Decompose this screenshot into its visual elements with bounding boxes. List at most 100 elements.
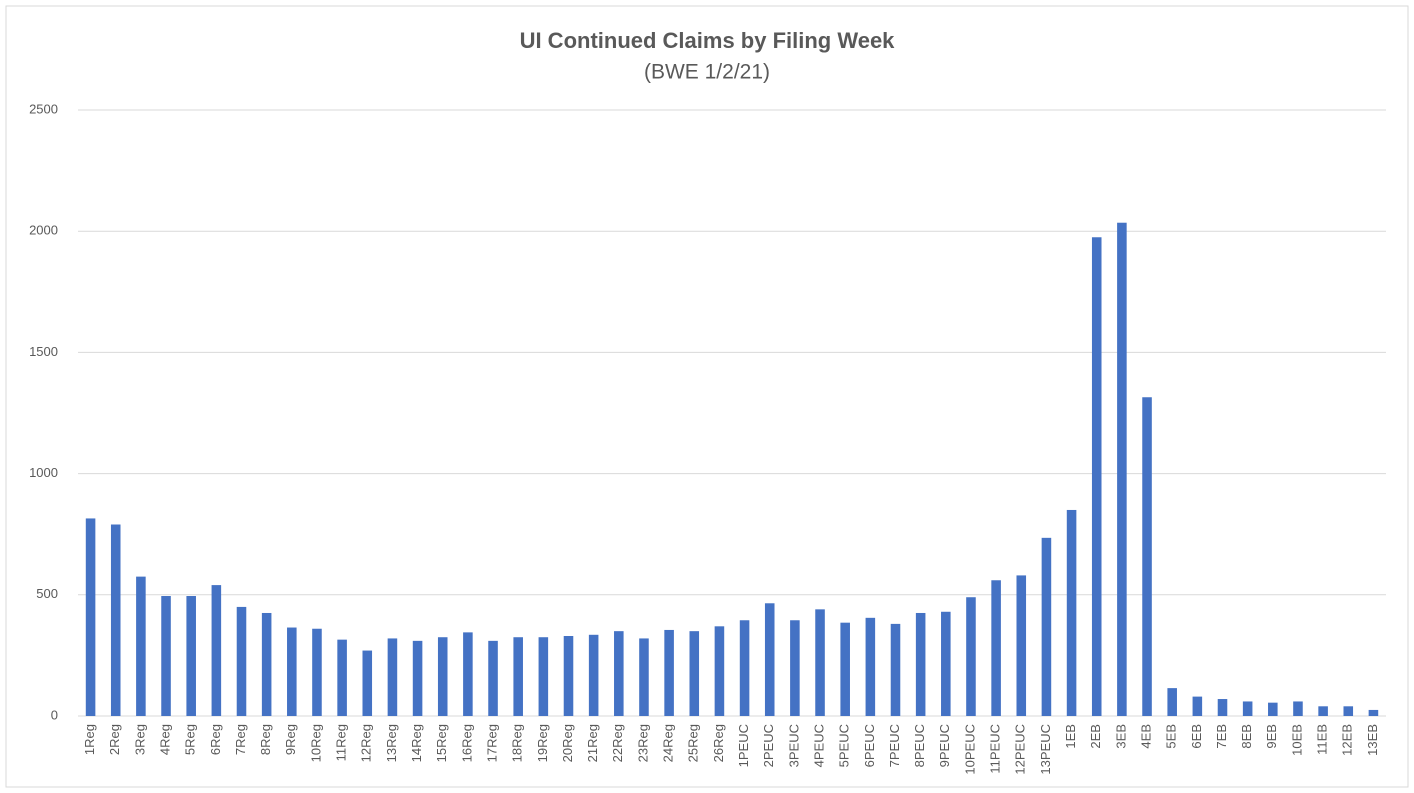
bar	[1217, 699, 1228, 716]
bar	[991, 580, 1001, 716]
x-tick-label: 25Reg	[686, 724, 701, 762]
bar	[1142, 397, 1152, 716]
x-tick-label: 10PEUC	[962, 724, 977, 775]
x-tick-label: 18Reg	[510, 724, 525, 762]
x-tick-label: 12Reg	[359, 724, 374, 762]
bar	[1066, 509, 1077, 716]
x-tick-label: 2PEUC	[761, 724, 776, 767]
bar	[1192, 696, 1203, 716]
bar	[337, 639, 347, 716]
x-tick-label: 9EB	[1264, 724, 1279, 749]
bar	[312, 628, 322, 716]
bar	[815, 609, 825, 716]
x-tick-label: 4PEUC	[811, 724, 826, 767]
x-tick-label: 13PEUC	[1038, 724, 1053, 775]
bar	[85, 518, 96, 716]
bar	[840, 622, 850, 716]
bar	[362, 650, 373, 716]
bar	[966, 597, 976, 716]
x-tick-label: 17Reg	[484, 724, 499, 762]
x-tick-label: 2EB	[1088, 724, 1103, 749]
bar	[890, 623, 901, 716]
bar	[1016, 575, 1027, 716]
x-tick-label: 11PEUC	[988, 724, 1003, 774]
x-tick-label: 11Reg	[334, 724, 349, 761]
x-tick-label: 24Reg	[661, 724, 676, 762]
bar	[563, 636, 574, 716]
x-tick-label: 22Reg	[610, 724, 625, 762]
x-tick-label: 4EB	[1138, 724, 1153, 749]
bar	[211, 585, 222, 716]
x-tick-label: 12EB	[1340, 724, 1355, 756]
bar	[915, 612, 926, 716]
chart-subtitle: (BWE 1/2/21)	[644, 61, 770, 84]
bar	[764, 603, 775, 716]
x-tick-label: 13EB	[1365, 724, 1380, 756]
bar	[1293, 701, 1303, 716]
x-tick-label: 3PEUC	[786, 724, 801, 767]
bar	[1091, 237, 1102, 716]
bar	[110, 524, 121, 716]
x-tick-label: 9PEUC	[937, 724, 952, 767]
bar	[689, 631, 700, 716]
x-tick-label: 10Reg	[308, 724, 323, 762]
bar	[412, 640, 423, 716]
x-tick-label: 5PEUC	[837, 724, 852, 767]
x-tick-label: 14Reg	[409, 724, 424, 762]
x-tick-label: 20Reg	[560, 724, 575, 762]
chart-title: UI Continued Claims by Filing Week	[520, 28, 896, 53]
bar	[1343, 706, 1354, 716]
bar	[186, 596, 196, 716]
bar	[714, 626, 725, 716]
x-tick-label: 11EB	[1315, 724, 1330, 755]
x-tick-label: 8Reg	[258, 724, 273, 755]
bar	[664, 629, 674, 716]
bar	[941, 611, 951, 716]
bar	[614, 631, 624, 716]
x-tick-label: 7Reg	[233, 724, 248, 755]
x-tick-label: 23Reg	[635, 724, 650, 762]
y-tick-label: 0	[51, 707, 58, 722]
x-tick-label: 1Reg	[82, 724, 97, 755]
x-tick-label: 19Reg	[535, 724, 550, 762]
bar	[136, 576, 146, 716]
bar	[488, 640, 498, 716]
y-tick-label: 2500	[29, 101, 58, 116]
x-tick-label: 6PEUC	[862, 724, 877, 767]
x-tick-label: 7EB	[1214, 724, 1229, 749]
bar	[1167, 688, 1177, 716]
bar	[513, 637, 523, 716]
bar	[739, 620, 750, 716]
x-tick-label: 15Reg	[434, 724, 449, 762]
bar	[639, 638, 649, 716]
x-tick-label: 3EB	[1113, 724, 1128, 749]
y-tick-label: 1500	[29, 344, 58, 359]
bar	[1041, 537, 1052, 716]
bar	[790, 620, 800, 716]
x-tick-label: 8EB	[1239, 724, 1254, 749]
bar	[387, 638, 398, 716]
bar	[161, 596, 171, 716]
bar	[588, 634, 599, 716]
x-tick-label: 16Reg	[459, 724, 474, 762]
x-tick-label: 7PEUC	[887, 724, 902, 767]
y-tick-label: 1000	[29, 465, 58, 480]
x-tick-label: 9Reg	[283, 724, 298, 755]
x-tick-label: 26Reg	[711, 724, 726, 762]
bar	[1368, 709, 1379, 716]
bar	[236, 606, 247, 716]
x-tick-label: 4Reg	[157, 724, 172, 755]
x-tick-label: 1EB	[1063, 724, 1078, 749]
x-tick-label: 3Reg	[132, 724, 147, 755]
bar	[1117, 222, 1127, 716]
x-tick-label: 1PEUC	[736, 724, 751, 767]
bar	[865, 617, 876, 716]
bar	[1318, 706, 1328, 716]
bar	[261, 612, 272, 716]
x-tick-label: 2Reg	[107, 724, 122, 755]
bar	[287, 627, 297, 716]
x-tick-label: 13Reg	[384, 724, 399, 762]
x-tick-label: 5EB	[1164, 724, 1179, 749]
bar	[1268, 702, 1278, 716]
